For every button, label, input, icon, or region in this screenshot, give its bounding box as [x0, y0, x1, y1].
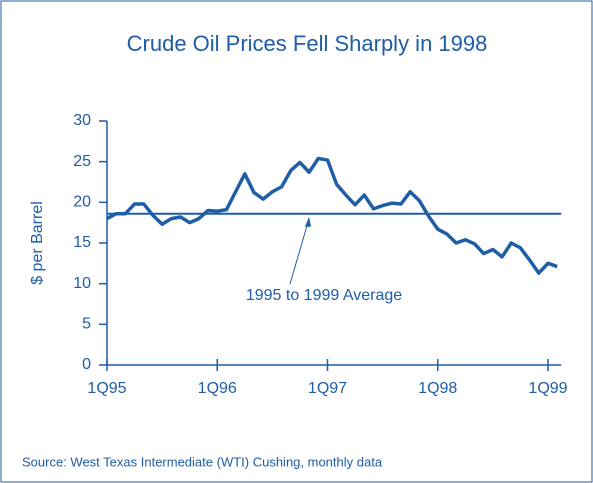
arrow-head — [305, 216, 311, 227]
y-tick-label: 15 — [73, 234, 91, 251]
x-tick-label: 1Q98 — [418, 380, 457, 397]
y-tick-label: 25 — [73, 153, 91, 170]
x-tick-label: 1Q99 — [528, 380, 567, 397]
x-tick-label: 1Q96 — [198, 380, 237, 397]
y-axis-label: $ per Barrel — [29, 201, 46, 285]
x-tick-label: 1Q95 — [87, 380, 126, 397]
x-tick-label: 1Q97 — [308, 380, 347, 397]
y-tick-label: 30 — [73, 112, 91, 129]
average-label: 1995 to 1999 Average — [246, 287, 402, 304]
source-note: Source: West Texas Intermediate (WTI) Cu… — [22, 454, 383, 469]
price-line — [106, 156, 558, 275]
annotation-arrow — [289, 218, 310, 285]
y-tick-label: 5 — [82, 316, 91, 333]
y-tick-label: 20 — [73, 194, 91, 211]
y-tick-label: 0 — [82, 356, 91, 373]
chart-title: Crude Oil Prices Fell Sharply in 1998 — [127, 31, 488, 56]
y-tick-label: 10 — [73, 275, 91, 292]
